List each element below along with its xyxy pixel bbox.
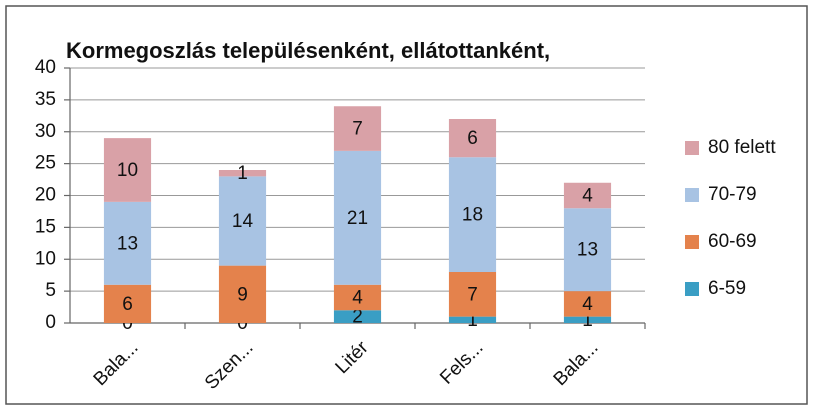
data-label: 7 [467, 284, 478, 305]
bar-segment [448, 272, 497, 317]
y-tick-label: 25 [35, 153, 56, 174]
data-label: 2 [352, 307, 363, 328]
data-label: 1 [582, 310, 593, 331]
bar-segment [333, 284, 382, 311]
data-label: 13 [577, 240, 598, 261]
y-tick-label: 40 [35, 57, 56, 78]
bar-segment [563, 291, 612, 317]
data-label: 13 [117, 233, 138, 254]
y-tick-label: 0 [45, 312, 56, 333]
data-label: 18 [462, 205, 483, 226]
bar-segment [333, 106, 382, 151]
legend-swatch [685, 235, 699, 249]
legend-label: 60-69 [708, 231, 757, 252]
legend-swatch [685, 141, 699, 155]
y-tick-label: 5 [45, 280, 56, 301]
data-label: 6 [122, 294, 133, 315]
chart-title: Kormegoszlás településenként, ellátottan… [66, 38, 550, 63]
data-label: 1 [467, 310, 478, 331]
data-label: 4 [582, 294, 593, 315]
y-tick-label: 15 [35, 216, 56, 237]
data-label: 6 [467, 128, 478, 149]
bar-segment [103, 284, 152, 323]
data-label: 9 [237, 284, 248, 305]
bar-segment [563, 182, 612, 209]
bar-segment [103, 138, 152, 202]
legend-label: 6-59 [708, 278, 746, 299]
bar-segment [448, 119, 497, 158]
legend-label: 70-79 [708, 184, 757, 205]
bar-segment [563, 316, 612, 323]
data-label: 21 [347, 208, 368, 229]
bar-segment [448, 316, 497, 323]
data-label: 14 [232, 211, 254, 232]
y-tick-label: 10 [35, 248, 56, 269]
data-label: 0 [237, 313, 248, 334]
bar-segment [103, 201, 152, 285]
bar-segment [218, 176, 267, 266]
data-label: 1 [237, 163, 248, 184]
bar-segment [218, 265, 267, 323]
legend-swatch [685, 188, 699, 202]
data-label: 4 [352, 288, 363, 309]
bar-segment [333, 150, 382, 285]
bar-segment [563, 208, 612, 292]
legend-swatch [685, 282, 699, 296]
y-tick-label: 35 [35, 89, 56, 110]
y-tick-label: 20 [35, 185, 56, 206]
legend-label: 80 felett [708, 137, 776, 158]
data-label: 0 [122, 313, 133, 334]
y-tick-label: 30 [35, 121, 56, 142]
bar-segment [333, 310, 382, 323]
data-label: 4 [582, 186, 593, 207]
bar-segment [448, 157, 497, 272]
data-label: 10 [117, 160, 138, 181]
data-label: 7 [352, 119, 363, 140]
bar-segment [218, 170, 267, 177]
